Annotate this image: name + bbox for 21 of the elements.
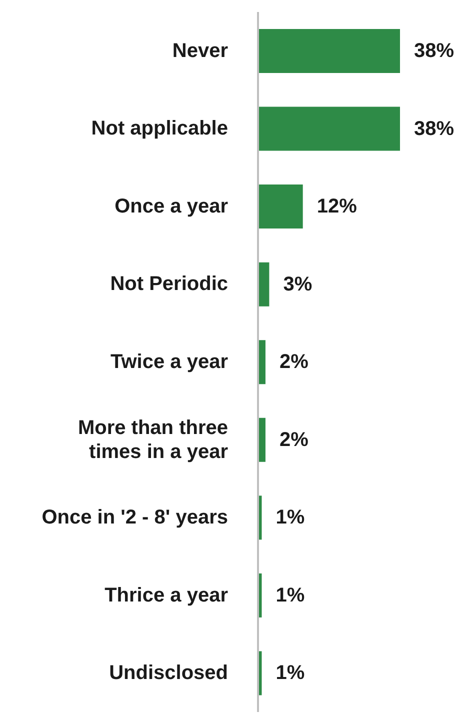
data-label: 1%: [276, 662, 305, 684]
bar: [258, 184, 303, 229]
data-label: 2%: [279, 428, 309, 451]
y-tick-label: More than three times in a year: [78, 416, 228, 463]
bar: [258, 29, 400, 73]
y-tick-label: Not applicable: [91, 118, 228, 140]
y-tick-label: Not Periodic: [110, 273, 228, 296]
data-label: 1%: [276, 506, 305, 529]
data-label: 38%: [414, 118, 454, 140]
y-tick-label: Twice a year: [110, 351, 228, 373]
bar: [258, 106, 400, 151]
data-label: 1%: [276, 584, 305, 606]
y-tick-label: Undisclosed: [109, 662, 228, 684]
data-label: 2%: [279, 351, 309, 374]
y-tick-label: Once in '2 - 8' years: [42, 506, 228, 529]
y-tick-label: Never: [172, 40, 228, 62]
data-label: 3%: [283, 273, 312, 296]
y-tick-label: Thrice a year: [104, 584, 228, 606]
data-label: 12%: [316, 196, 358, 218]
y-tick-label: Once a year: [114, 195, 228, 218]
data-label: 38%: [414, 40, 454, 62]
